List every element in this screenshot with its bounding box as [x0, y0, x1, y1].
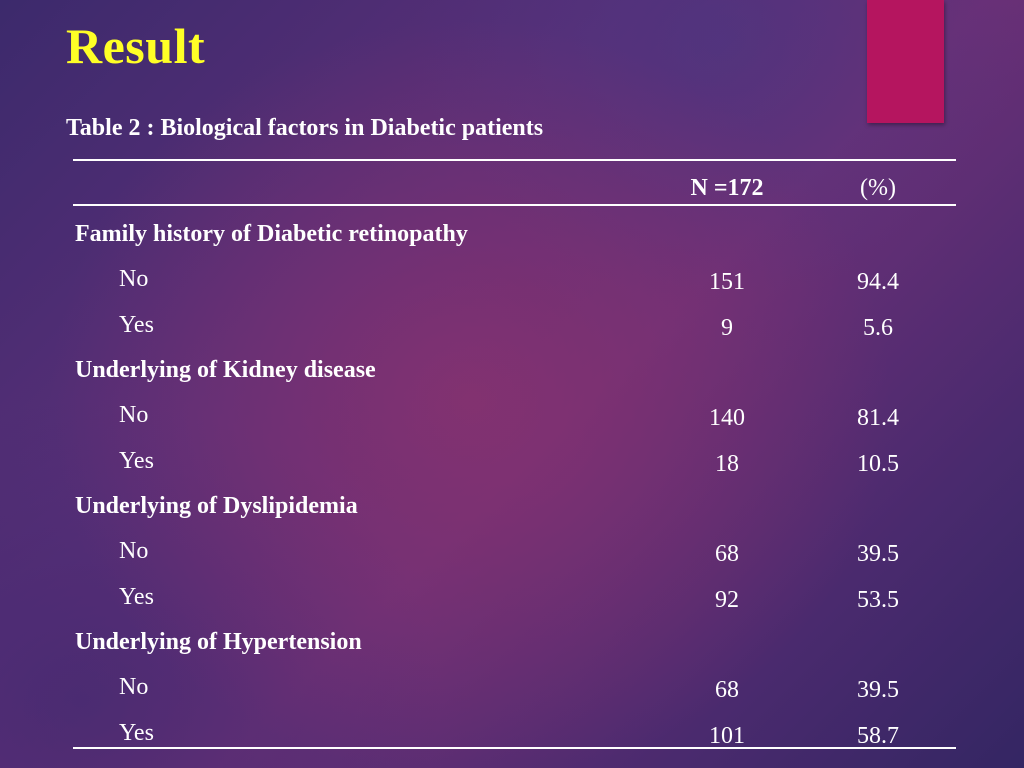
- row-label: Yes: [119, 584, 154, 610]
- group-label-family-history: Family history of Diabetic retinopathy: [75, 221, 468, 247]
- row-percent: 94.4: [857, 269, 899, 295]
- accent-bar: [867, 0, 944, 123]
- row-label: Yes: [119, 448, 154, 474]
- row-label: No: [119, 266, 149, 292]
- group-label-kidney-disease: Underlying of Kidney disease: [75, 357, 376, 383]
- table-header-rule: [73, 204, 956, 206]
- row-count: 68: [715, 541, 739, 567]
- row-count: 140: [709, 405, 745, 431]
- table-bottom-rule: [73, 747, 956, 749]
- column-header-count: N =172: [690, 175, 764, 201]
- row-percent: 39.5: [857, 541, 899, 567]
- group-label-hypertension: Underlying of Hypertension: [75, 629, 362, 655]
- row-label: No: [119, 538, 149, 564]
- row-count: 68: [715, 677, 739, 703]
- row-percent: 10.5: [857, 451, 899, 477]
- row-percent: 39.5: [857, 677, 899, 703]
- row-label: Yes: [119, 720, 154, 746]
- row-count: 9: [721, 315, 733, 341]
- group-label-dyslipidemia: Underlying of Dyslipidemia: [75, 493, 358, 519]
- row-count: 18: [715, 451, 739, 477]
- row-label: No: [119, 674, 149, 700]
- row-count: 101: [709, 723, 745, 749]
- slide-title: Result: [66, 18, 206, 74]
- row-count: 151: [709, 269, 745, 295]
- table-caption: Table 2 : Biological factors in Diabetic…: [66, 115, 544, 141]
- row-percent: 81.4: [857, 405, 899, 431]
- row-label: No: [119, 402, 149, 428]
- row-percent: 53.5: [857, 587, 899, 613]
- row-percent: 58.7: [857, 723, 899, 749]
- table-top-rule: [73, 159, 956, 161]
- row-count: 92: [715, 587, 739, 613]
- row-label: Yes: [119, 312, 154, 338]
- column-header-percent: (%): [860, 175, 896, 201]
- row-percent: 5.6: [863, 315, 893, 341]
